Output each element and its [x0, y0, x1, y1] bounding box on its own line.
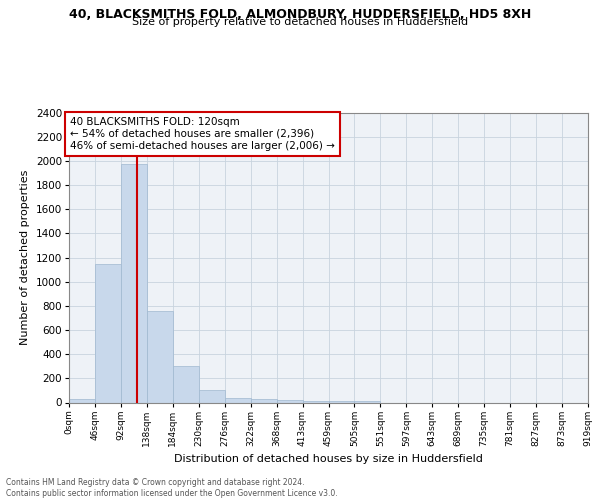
- X-axis label: Distribution of detached houses by size in Huddersfield: Distribution of detached houses by size …: [174, 454, 483, 464]
- Bar: [199, 390, 224, 402]
- Text: Size of property relative to detached houses in Huddersfield: Size of property relative to detached ho…: [132, 17, 468, 27]
- Text: 40, BLACKSMITHS FOLD, ALMONDBURY, HUDDERSFIELD, HD5 8XH: 40, BLACKSMITHS FOLD, ALMONDBURY, HUDDER…: [69, 8, 531, 20]
- Bar: [329, 400, 355, 402]
- Bar: [355, 400, 380, 402]
- Text: 40 BLACKSMITHS FOLD: 120sqm
← 54% of detached houses are smaller (2,396)
46% of : 40 BLACKSMITHS FOLD: 120sqm ← 54% of det…: [70, 118, 335, 150]
- Text: Contains HM Land Registry data © Crown copyright and database right 2024.
Contai: Contains HM Land Registry data © Crown c…: [6, 478, 338, 498]
- Bar: [121, 164, 147, 402]
- Bar: [277, 400, 302, 402]
- Bar: [173, 366, 199, 403]
- Bar: [302, 400, 329, 402]
- Y-axis label: Number of detached properties: Number of detached properties: [20, 170, 30, 345]
- Bar: [69, 399, 95, 402]
- Bar: [251, 399, 277, 402]
- Bar: [147, 310, 173, 402]
- Bar: [95, 264, 121, 402]
- Bar: [225, 398, 251, 402]
